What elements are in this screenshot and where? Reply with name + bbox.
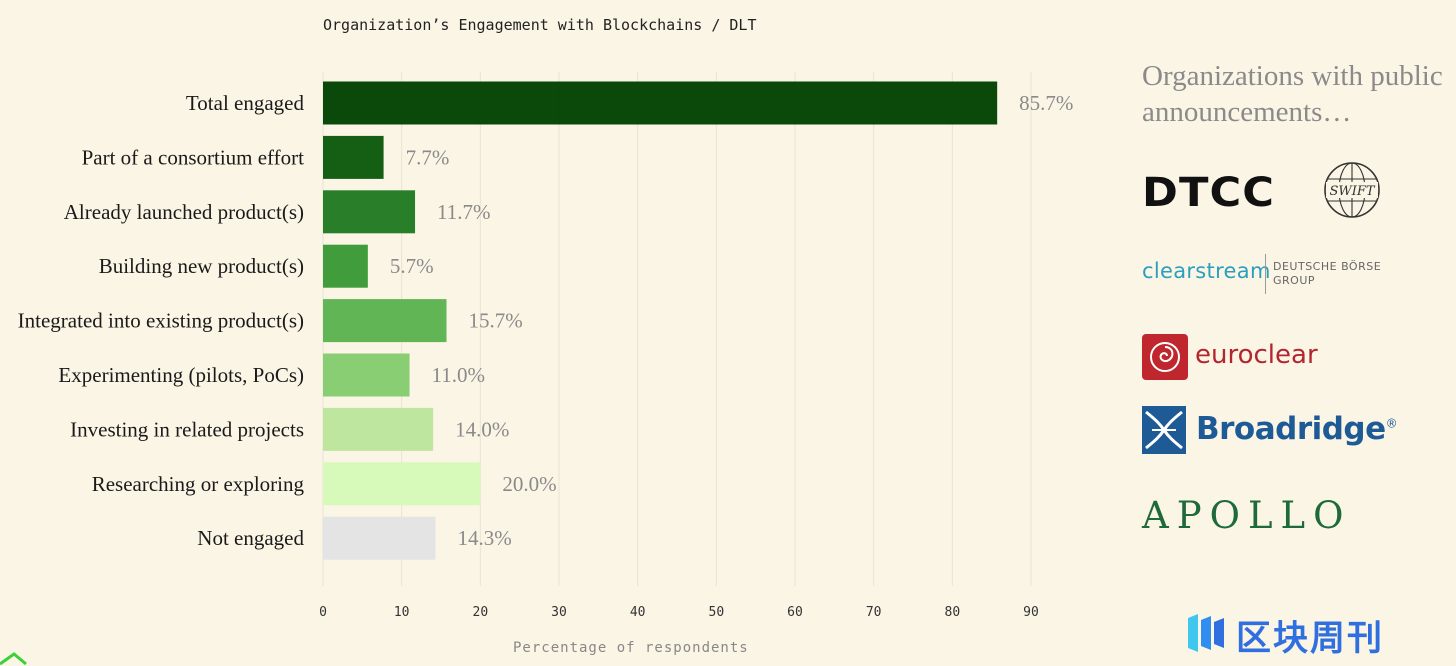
category-label: Total engaged [186, 91, 305, 115]
broadridge-wordmark: Broadridge® [1196, 411, 1398, 447]
value-labels: 85.7% 7.7% 11.7% 5.7% 15.7% 11.0% 14.0% 20.0% 14… [390, 91, 1074, 550]
watermark-text: 区块周刊 [1236, 619, 1385, 659]
bar [323, 190, 416, 234]
value-label: 5.7% [390, 254, 434, 278]
x-tick-label: 20 [473, 605, 489, 620]
broadridge-logo: Broadridge® [1142, 406, 1398, 454]
category-label: Researching or exploring [92, 472, 305, 496]
bar [323, 81, 998, 125]
x-tick-label: 0 [319, 605, 327, 620]
x-axis-label: Percentage of respondents [513, 640, 749, 656]
sidebar-title: Organizations with public announcements… [1142, 60, 1443, 128]
category-label: Building new product(s) [99, 254, 304, 278]
category-label: Experimenting (pilots, PoCs) [58, 363, 304, 387]
x-tick-label: 10 [394, 605, 410, 620]
value-label: 14.0% [455, 417, 509, 441]
value-label: 14.3% [457, 526, 511, 550]
value-label: 11.7% [437, 200, 490, 224]
clearstream-group-line1: DEUTSCHE BÖRSE [1273, 260, 1382, 273]
x-tick-label: 40 [630, 605, 646, 620]
clearstream-logo: clearstream DEUTSCHE BÖRSE GROUP [1142, 254, 1404, 294]
clearstream-group-line2: GROUP [1273, 274, 1316, 287]
swift-wordmark: SWIFT [1329, 184, 1375, 199]
category-label: Investing in related projects [70, 417, 304, 441]
euroclear-wordmark: euroclear [1195, 340, 1318, 370]
value-label: 85.7% [1019, 91, 1073, 115]
value-label: 15.7% [469, 309, 523, 333]
bar [323, 462, 481, 506]
category-label: Part of a consortium effort [82, 145, 305, 169]
x-tick-label: 70 [866, 605, 882, 620]
clearstream-group-text: DEUTSCHE BÖRSE GROUP [1273, 260, 1381, 288]
broadridge-registered-mark: ® [1385, 416, 1398, 431]
dtcc-logo: DTCC [1142, 170, 1276, 216]
euroclear-logo: euroclear [1142, 334, 1322, 380]
value-label: 11.0% [432, 363, 485, 387]
euroclear-rose-icon [1142, 334, 1188, 380]
swift-globe-icon: SWIFT [1324, 162, 1380, 218]
broadridge-emblem-icon [1142, 406, 1186, 454]
x-tick-label: 60 [787, 605, 803, 620]
category-label: Integrated into existing product(s) [18, 309, 304, 333]
x-tick-labels: 0 10 20 30 40 50 60 70 80 90 [319, 605, 1039, 620]
x-tick-label: 90 [1023, 605, 1039, 620]
bar [323, 299, 447, 343]
watermark: 区块周刊 [1184, 610, 1434, 659]
apollo-logo: APOLLO [1142, 494, 1352, 537]
clearstream-wordmark: clearstream [1142, 259, 1271, 283]
value-label: 7.7% [406, 145, 450, 169]
category-labels: Total engaged Part of a consortium effort… [18, 91, 305, 550]
x-tick-label: 50 [709, 605, 725, 620]
bar [323, 353, 410, 397]
watermark-logo-icon [1188, 614, 1224, 652]
bars [323, 81, 998, 560]
clearstream-divider [1265, 254, 1266, 294]
category-label: Already launched product(s) [64, 200, 304, 224]
corner-decoration-icon [0, 652, 27, 666]
bar [323, 135, 384, 179]
chart-title: Organization’s Engagement with Blockchai… [323, 16, 757, 34]
broadridge-name: Broadridge [1196, 411, 1386, 447]
category-label: Not engaged [197, 526, 304, 550]
value-label: 20.0% [502, 472, 556, 496]
swift-logo: SWIFT [1322, 160, 1382, 224]
bar [323, 244, 368, 288]
bar [323, 407, 434, 451]
x-tick-label: 30 [551, 605, 567, 620]
bar [323, 516, 436, 560]
x-tick-label: 80 [945, 605, 961, 620]
